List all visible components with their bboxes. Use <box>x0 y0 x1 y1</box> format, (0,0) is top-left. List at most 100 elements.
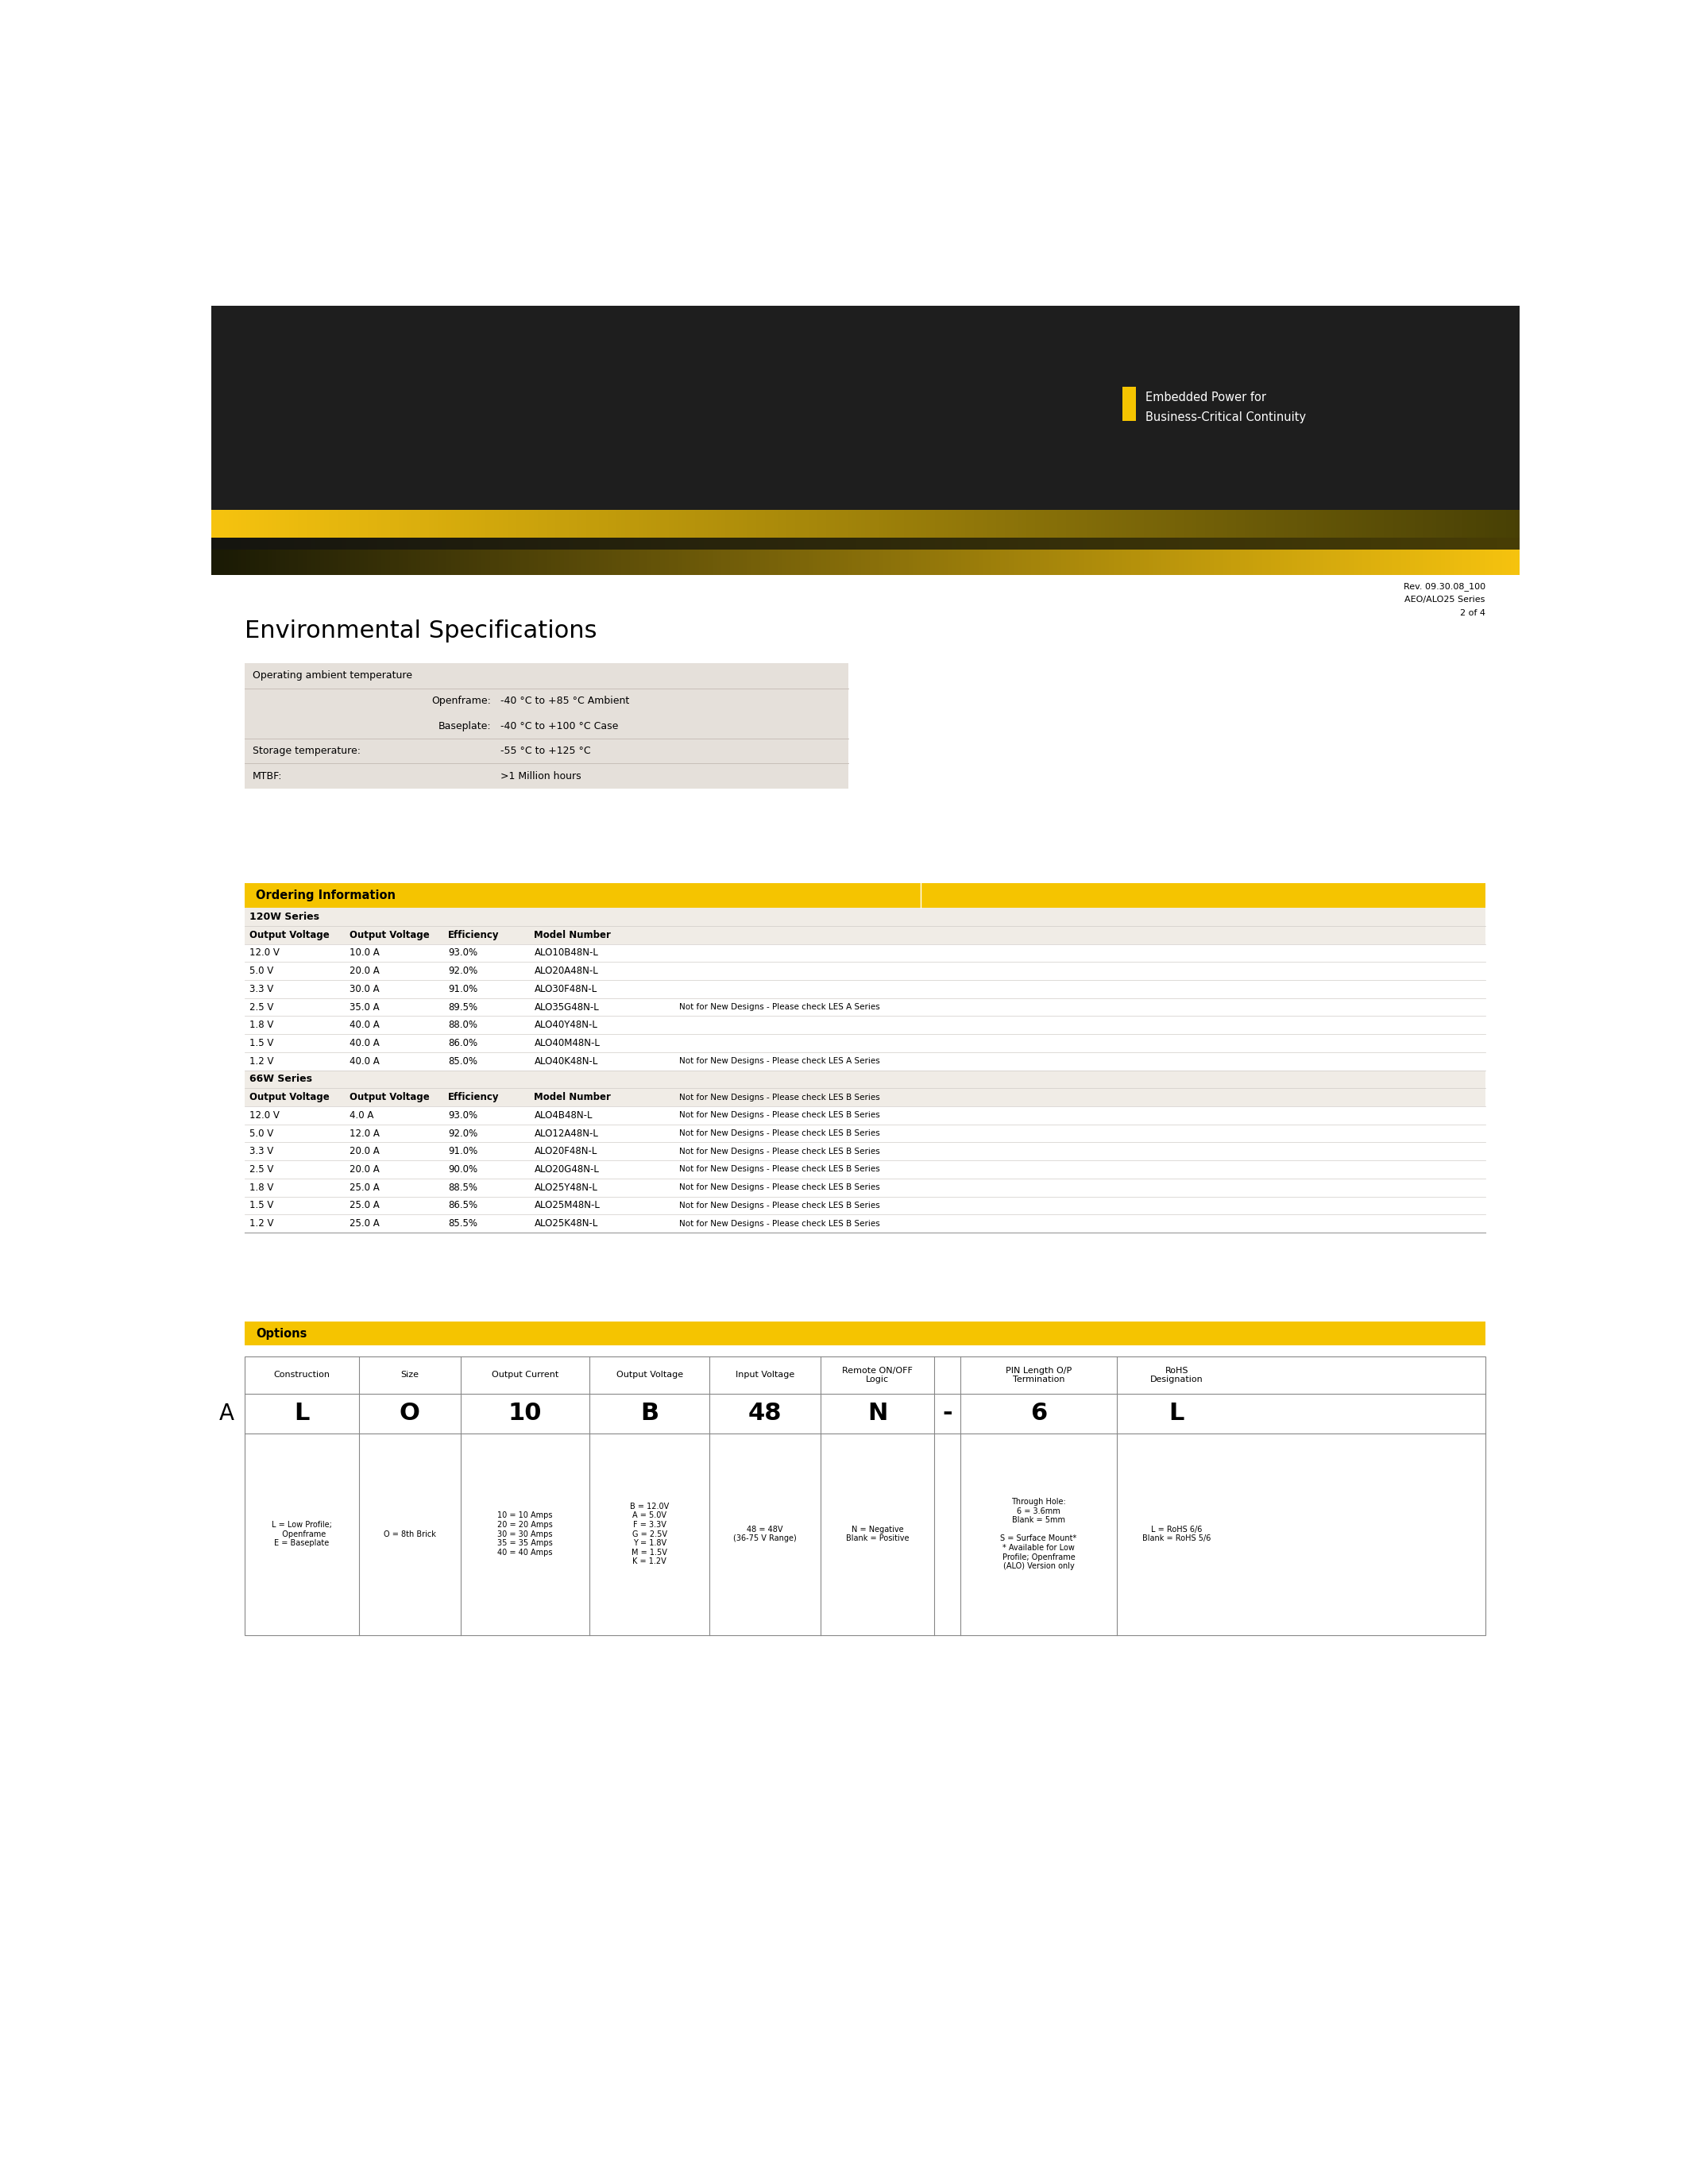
Bar <box>773 509 778 537</box>
Bar <box>1106 537 1111 550</box>
Bar <box>547 509 552 537</box>
Bar <box>1420 550 1425 574</box>
Bar <box>803 509 809 537</box>
Text: 1.5 V: 1.5 V <box>250 1037 273 1048</box>
Bar <box>974 550 979 574</box>
Bar <box>211 306 1519 509</box>
Bar <box>1158 550 1163 574</box>
Bar <box>1367 537 1372 550</box>
Bar <box>381 550 387 574</box>
Text: PIN Length O/P
Termination: PIN Length O/P Termination <box>1006 1367 1072 1385</box>
Bar <box>974 537 979 550</box>
Bar <box>245 1356 1485 1636</box>
Bar <box>1494 509 1497 537</box>
Bar <box>957 537 962 550</box>
Bar <box>957 550 962 574</box>
Bar <box>1323 550 1328 574</box>
Bar <box>861 537 866 550</box>
Text: 2.5 V: 2.5 V <box>250 1164 273 1175</box>
Bar <box>1004 537 1009 550</box>
Bar <box>1258 550 1263 574</box>
Bar <box>464 550 469 574</box>
Bar <box>360 550 365 574</box>
Bar <box>1117 550 1123 574</box>
Bar <box>236 550 241 574</box>
Bar <box>459 550 464 574</box>
Text: ALO25M48N-L: ALO25M48N-L <box>533 1201 599 1210</box>
Bar <box>699 537 704 550</box>
Bar <box>1109 509 1114 537</box>
Bar <box>800 550 805 574</box>
Bar <box>550 509 555 537</box>
Bar <box>1406 550 1411 574</box>
Bar <box>533 537 538 550</box>
Bar <box>500 537 503 550</box>
Text: Not for New Designs - Please check LES B Series: Not for New Designs - Please check LES B… <box>679 1201 879 1210</box>
Bar <box>616 537 621 550</box>
Bar <box>490 509 495 537</box>
Text: Business-Critical Continuity: Business-Critical Continuity <box>1146 411 1307 424</box>
Bar <box>652 537 657 550</box>
Bar <box>1192 550 1197 574</box>
Bar <box>734 550 739 574</box>
Bar <box>795 537 800 550</box>
Bar <box>616 550 621 574</box>
Bar <box>1357 550 1362 574</box>
Bar <box>390 550 395 574</box>
Bar <box>495 550 500 574</box>
Bar <box>1467 509 1472 537</box>
Bar <box>434 537 439 550</box>
Bar <box>582 509 587 537</box>
Bar <box>395 509 398 537</box>
Bar <box>333 550 338 574</box>
Bar <box>395 550 398 574</box>
Bar <box>814 537 817 550</box>
Bar <box>643 537 648 550</box>
Text: Openframe:: Openframe: <box>432 697 491 705</box>
Bar <box>866 550 869 574</box>
Bar <box>1053 509 1058 537</box>
Bar <box>1349 509 1354 537</box>
Bar <box>511 550 517 574</box>
Text: RoHS
Designation: RoHS Designation <box>1150 1367 1204 1385</box>
Text: Through Hole:
6 = 3.6mm
Blank = 5mm

S = Surface Mount*
* Available for Low
Prof: Through Hole: 6 = 3.6mm Blank = 5mm S = … <box>1001 1498 1077 1570</box>
Bar <box>1227 537 1232 550</box>
Bar <box>625 509 630 537</box>
Bar <box>468 550 473 574</box>
Bar <box>572 550 577 574</box>
Bar <box>338 537 343 550</box>
Bar <box>1092 537 1097 550</box>
Bar <box>547 537 552 550</box>
Bar <box>905 509 910 537</box>
Bar <box>1170 537 1175 550</box>
Bar <box>1200 537 1205 550</box>
Bar <box>1244 509 1249 537</box>
Bar <box>717 509 722 537</box>
Bar <box>756 509 761 537</box>
Bar <box>407 550 412 574</box>
Bar <box>695 550 701 574</box>
Bar <box>1274 550 1280 574</box>
Bar <box>1431 537 1436 550</box>
Bar <box>412 550 417 574</box>
Bar <box>211 550 216 574</box>
Bar <box>734 509 739 537</box>
Bar <box>456 509 461 537</box>
Bar <box>704 550 709 574</box>
Bar <box>1345 537 1350 550</box>
Bar <box>1480 537 1485 550</box>
Text: 1.8 V: 1.8 V <box>250 1182 273 1192</box>
Bar <box>979 509 984 537</box>
Bar <box>245 882 1485 909</box>
Bar <box>1175 509 1180 537</box>
Text: 92.0%: 92.0% <box>447 965 478 976</box>
Bar <box>1453 509 1458 537</box>
Text: 25.0 A: 25.0 A <box>349 1201 380 1210</box>
Bar <box>800 509 805 537</box>
Bar <box>677 537 682 550</box>
Bar <box>1285 537 1288 550</box>
Text: Baseplate:: Baseplate: <box>439 721 491 732</box>
Bar <box>246 550 252 574</box>
Bar <box>635 509 640 537</box>
Bar <box>250 550 255 574</box>
